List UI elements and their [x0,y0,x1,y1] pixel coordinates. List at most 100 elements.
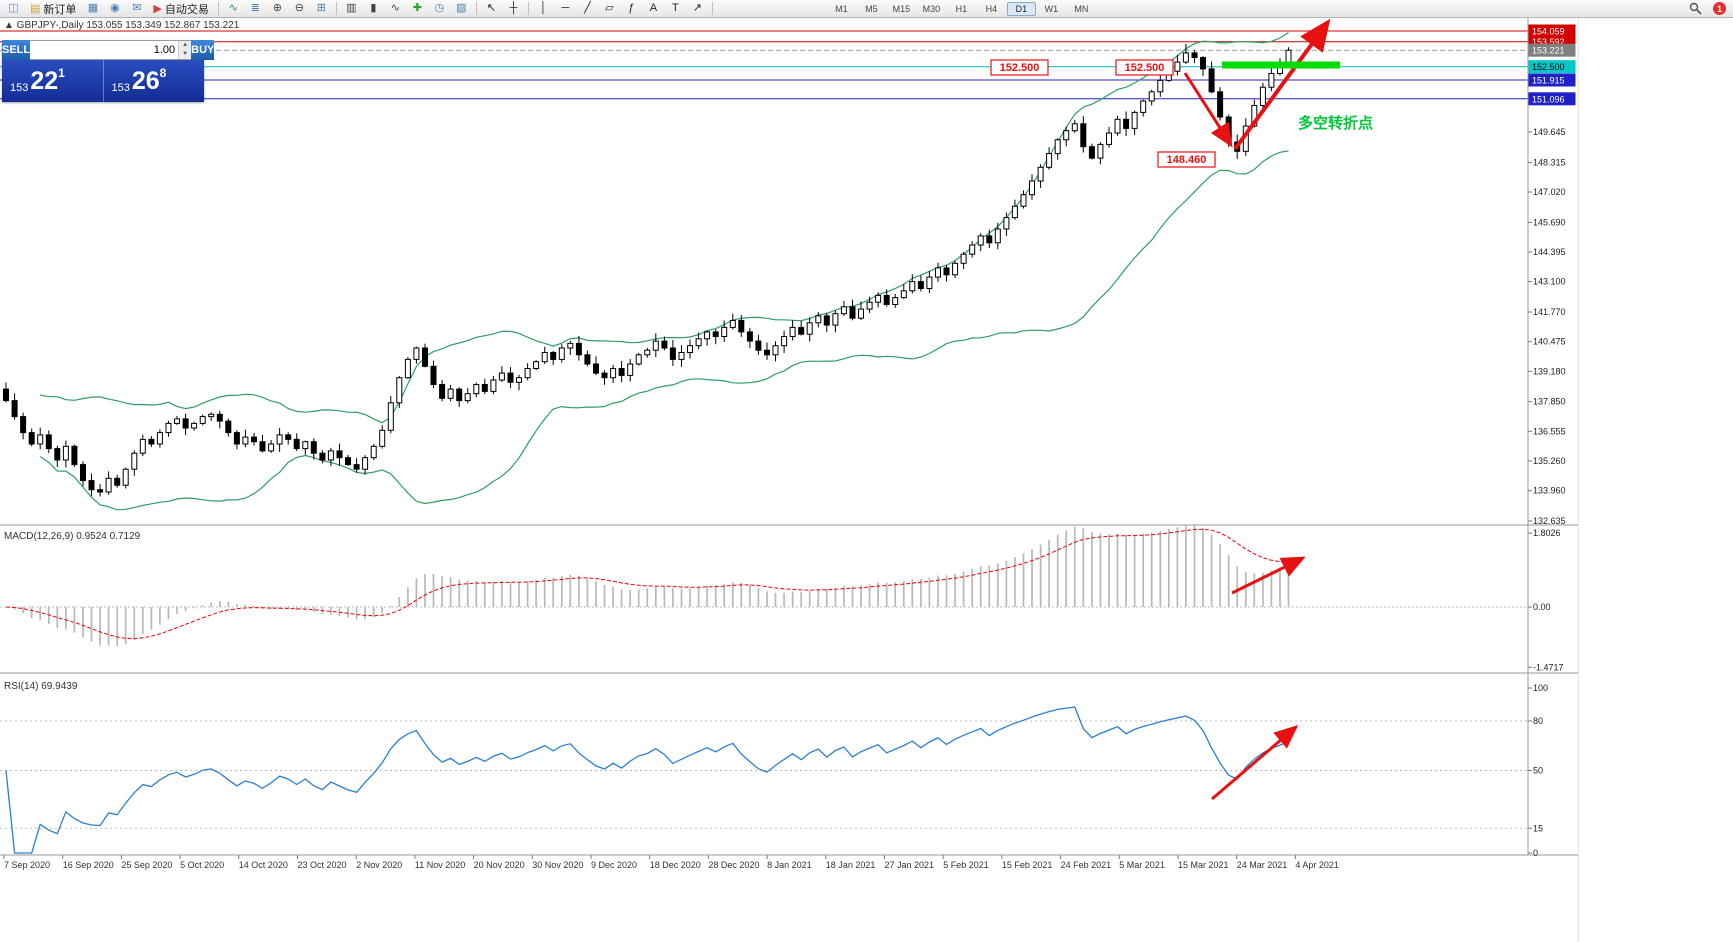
svg-text:154.059: 154.059 [1532,27,1565,37]
toolbar-separator [475,2,477,15]
trend-arrow[interactable] [1211,725,1299,801]
macd-signal-line [5,528,1289,640]
svg-text:14 Oct 2020: 14 Oct 2020 [239,860,288,870]
price-annotation-label[interactable]: 152.500 [990,59,1049,76]
channel-icon[interactable]: ▱ [605,2,614,14]
tile-windows-icon[interactable]: ⊞ [316,2,326,14]
volume-input[interactable] [30,41,179,59]
macd-header: MACD(12,26,9) 0.9524 0.7129 [4,531,141,542]
rsi-scale-label: 0 [1533,848,1538,858]
buy-price[interactable]: 153 26 8 [102,60,205,102]
charts-icon[interactable]: ▦ [87,2,99,14]
timeframe-m15[interactable]: M15 [892,3,911,14]
svg-text:143.100: 143.100 [1533,277,1566,287]
svg-text:151.915: 151.915 [1532,76,1565,86]
svg-text:2 Nov 2020: 2 Nov 2020 [356,860,402,870]
timeframe-w1[interactable]: W1 [1044,3,1059,14]
arrows-icon[interactable]: ↗ [692,2,702,14]
timeframe-mn[interactable]: MN [1074,3,1089,14]
toolbar-separator [711,2,713,15]
sell-price-point: 1 [58,66,65,80]
price-scale-badge: 153.221 [1528,43,1576,57]
bar-chart-icon[interactable]: ▥ [346,2,357,14]
trend-arrow[interactable] [1233,18,1331,151]
volume-up-button[interactable]: ▲ [179,41,192,50]
svg-text:5 Mar 2021: 5 Mar 2021 [1119,860,1165,870]
period-icon[interactable]: ◷ [434,2,445,14]
right-empty-area [1578,18,1733,942]
label-icon[interactable]: T [672,2,679,14]
macd-histogram [13,525,1290,647]
timeframe-m5[interactable]: M5 [865,3,878,14]
trendline-icon[interactable]: ╱ [584,2,591,14]
toolbar-separator [335,2,337,15]
price-scale-badge: 154.059 [1528,24,1576,38]
search-icon[interactable] [1685,0,1706,18]
indicator-list-icon[interactable]: ≣ [250,2,260,14]
rsi-scale-label: 50 [1533,766,1543,776]
volume-down-button[interactable]: ▼ [179,50,192,59]
rsi-scale-label: 80 [1533,716,1543,726]
zoom-out-icon[interactable]: ⊖ [294,2,304,14]
svg-text:149.645: 149.645 [1533,127,1566,137]
horizontal-line-icon[interactable]: ─ [561,2,570,14]
svg-text:139.180: 139.180 [1533,366,1566,376]
trend-arrow[interactable] [1183,72,1233,148]
fibonacci-icon[interactable]: ƒ [628,2,635,14]
timeframe-h1[interactable]: H1 [955,3,968,14]
text-icon[interactable]: A [649,2,658,14]
svg-text:24 Feb 2021: 24 Feb 2021 [1061,860,1112,870]
note-text: 多空转折点 [1298,114,1373,132]
price-chart[interactable]: 149.645 148.315 147.020 145.690 144.395 143.1… [0,18,1578,870]
new-order-button[interactable]: ▤ 新订单 [30,3,77,16]
mail-icon[interactable]: ✉ [132,2,142,14]
svg-text:11 Nov 2020: 11 Nov 2020 [415,860,465,870]
macd-scale-label: -1.4717 [1533,662,1564,672]
chart-window-icon[interactable]: ◫ [8,2,19,14]
sell-price[interactable]: 153 22 1 [2,60,103,102]
svg-text:24 Mar 2021: 24 Mar 2021 [1237,860,1288,870]
crosshair-icon[interactable]: ┼ [509,2,518,14]
svg-text:5 Feb 2021: 5 Feb 2021 [943,860,989,870]
template-icon[interactable]: ▨ [456,2,467,14]
indicators-icon[interactable]: ∿ [228,2,238,14]
notification-badge[interactable]: 1 [1713,2,1726,15]
svg-text:30 Nov 2020: 30 Nov 2020 [532,860,583,870]
one-click-trading-panel: SELL ▲ ▼ BUY 153 22 1 153 [2,40,215,102]
rsi-header: RSI(14) 69.9439 [4,681,78,692]
svg-text:152.500: 152.500 [1125,62,1165,74]
svg-text:132.635: 132.635 [1533,516,1566,526]
timeframe-m1[interactable]: M1 [835,3,848,14]
line-chart-icon[interactable]: ∿ [390,2,400,14]
vertical-line-icon[interactable]: │ [539,2,547,14]
toolbar-right: 1 [1685,0,1730,18]
alerts-icon[interactable]: ◉ [110,2,120,14]
svg-text:7 Sep 2020: 7 Sep 2020 [4,860,50,870]
sell-button[interactable]: SELL [2,40,31,60]
rsi-scale-label: 15 [1533,823,1543,833]
timeframe-m30[interactable]: M30 [922,3,941,14]
trend-arrow[interactable] [1231,556,1306,595]
sell-price-prefix: 153 [10,82,29,94]
svg-text:20 Nov 2020: 20 Nov 2020 [474,860,525,870]
autotrade-button[interactable]: ▶ 自动交易 [153,3,209,16]
price-annotation-label[interactable]: 148.460 [1157,151,1216,168]
add-indicator-icon[interactable]: ✚ [412,2,422,14]
timeframe-d1[interactable]: D1 [1006,1,1036,16]
buy-button[interactable]: BUY [191,40,215,60]
svg-text:23 Oct 2020: 23 Oct 2020 [298,860,347,870]
chart-window: 149.645 148.315 147.020 145.690 144.395 143.1… [0,18,1578,870]
cursor-icon[interactable]: ↖ [486,2,496,14]
candlestick-chart-icon[interactable]: ▮ [370,2,377,14]
svg-text:5 Oct 2020: 5 Oct 2020 [180,860,224,870]
svg-text:144.395: 144.395 [1533,247,1566,257]
timeframe-h4[interactable]: H4 [985,3,998,14]
svg-text:16 Sep 2020: 16 Sep 2020 [63,860,114,870]
macd-scale-label: 1.8026 [1533,528,1561,538]
price-annotation-label[interactable]: 152.500 [1115,59,1174,76]
svg-text:8 Jan 2021: 8 Jan 2021 [767,860,812,870]
zoom-in-icon[interactable]: ⊕ [272,2,282,14]
svg-text:15 Feb 2021: 15 Feb 2021 [1002,860,1053,870]
svg-text:147.020: 147.020 [1533,187,1566,197]
